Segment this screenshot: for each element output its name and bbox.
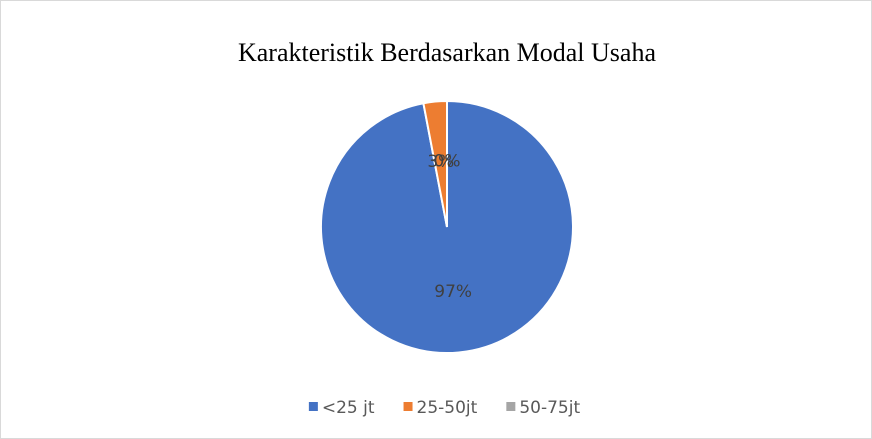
data-label: 97% xyxy=(434,282,472,302)
data-label: 3% xyxy=(427,152,454,172)
legend-swatch xyxy=(308,402,318,411)
legend-label: <25 jt xyxy=(322,398,375,418)
legend-swatch xyxy=(506,402,516,411)
legend-label: 25-50jt xyxy=(417,398,478,418)
legend-label: 50-75jt xyxy=(519,398,580,418)
chart-title: Karakteristik Berdasarkan Modal Usaha xyxy=(238,38,656,67)
legend-swatch xyxy=(403,402,413,411)
data-label: 0% xyxy=(434,151,461,171)
